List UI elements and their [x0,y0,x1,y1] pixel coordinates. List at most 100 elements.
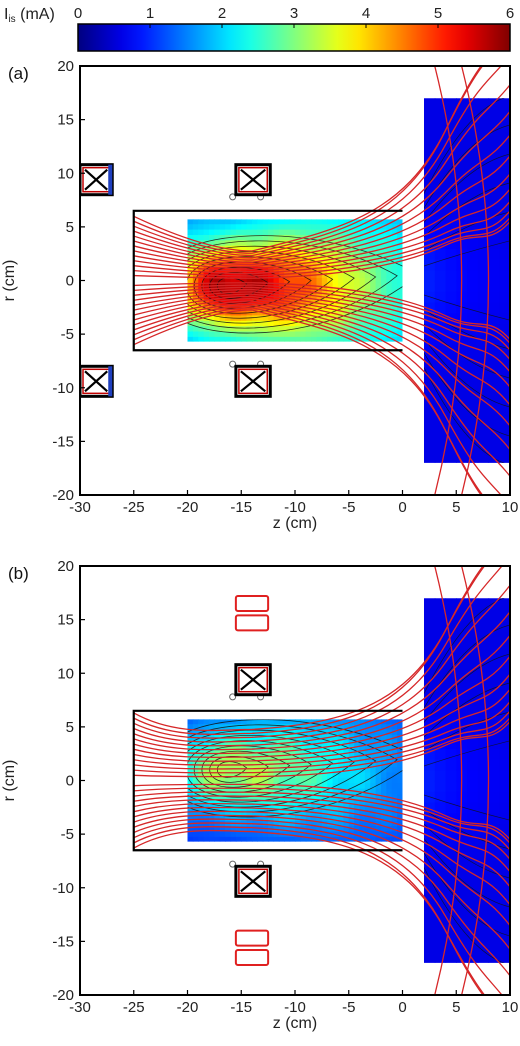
heatmap-cell [252,755,258,762]
heatmap-cell [499,694,510,707]
heatmap-cell [278,793,285,800]
heatmap-cell [187,266,194,273]
heatmap-cell [338,734,344,741]
heatmap-cell [424,844,436,857]
heatmap-cell [488,398,500,410]
heatmap-cell [321,825,328,832]
panel-b: -30 -25 -20 -15 -10 -5 0 5 10 20151050-5-10-15-2… [1,558,518,1032]
heatmap-cell [338,271,344,278]
field-line [133,200,510,273]
heatmap-cell [359,830,366,837]
heatmap-cell [488,866,500,878]
heatmap-cell [467,419,479,432]
heatmap-cell [354,309,361,316]
heatmap-cell [225,761,232,768]
heatmap-cell [343,282,350,289]
heatmap-cell [354,750,361,757]
heatmap-cell [477,419,490,432]
x-tick-label: -25 [123,499,145,516]
y-tick-label: 0 [66,273,74,290]
heatmap-cell [424,855,436,867]
heatmap-cell [477,801,490,814]
heatmap-cell [332,825,339,832]
heatmap-cell [354,261,361,268]
heatmap-cell [434,183,447,196]
heatmap-cell [295,777,301,784]
heatmap-cell [424,608,436,621]
heatmap-cell [370,320,377,327]
heatmap-cell [445,898,457,910]
heatmap-cell [295,336,301,342]
heatmap-cell [397,330,403,337]
heatmap-cell [198,320,205,327]
heatmap-cell [332,809,339,816]
heatmap-cell [246,836,253,842]
heatmap-cell [397,298,403,305]
x-tick-label: -15 [230,999,252,1016]
heatmap-cell [300,809,307,816]
heatmap-cell [364,271,371,278]
heatmap-cell [386,836,393,842]
heatmap-cell [252,814,258,821]
heatmap-cell [214,325,221,332]
heatmap-cell [300,777,307,784]
heatmap-cell [214,234,221,241]
heatmap-cell [295,277,301,284]
x-ticks-b: -30 -25 -20 -15 -10 -5 0 5 10 [69,990,518,1016]
heatmap-cell [198,282,205,289]
heatmap-cell [397,234,403,241]
heatmap-cell [219,239,226,246]
field-line [133,720,510,778]
heatmap-cell [321,830,328,837]
heatmap-cell [316,771,323,778]
heatmap-cell [424,173,436,185]
heatmap-cell [257,830,264,837]
heatmap-cell [262,219,269,225]
heatmap-cell [467,748,479,760]
heatmap-cell [192,830,199,837]
heatmap-cell [187,825,194,832]
heatmap-cell [364,255,371,262]
heatmap-cell [499,108,510,121]
heatmap-cell [305,814,312,821]
heatmap-cell [257,234,264,241]
heatmap-cell [343,320,350,327]
heatmap-cell [230,777,237,784]
heatmap-cell [327,809,334,816]
heatmap-cell [273,298,280,305]
heatmap-cell [359,745,366,752]
heatmap-cell [488,280,500,292]
heatmap-cell [499,726,510,739]
heatmap-cell [343,266,350,273]
heatmap-cell [316,793,323,800]
heatmap-cell [273,825,280,832]
heatmap-cell [305,836,312,842]
heatmap-cell [230,836,237,842]
heatmap-cell [214,830,221,837]
heatmap-cell [477,98,490,110]
heatmap-cell [386,782,393,789]
heatmap-cell [397,314,403,321]
heatmap-cell [278,777,285,784]
heatmap-cell [214,729,221,735]
heatmap-cell [241,745,248,752]
heatmap-cell [488,98,500,110]
field-line [133,610,510,747]
heatmap-cell [230,723,237,730]
heatmap-cell [284,820,291,827]
heatmap-cell [386,255,393,262]
heatmap-cell [467,248,479,260]
heatmap-cell [338,219,344,225]
heatmap-cell [273,325,280,332]
heatmap-cell [295,729,301,735]
heatmap-cell [488,844,500,857]
heatmap-cell [219,745,226,752]
heatmap-cell [252,836,258,842]
heatmap-cell [391,288,398,294]
coil [80,163,114,197]
heatmap-cell [252,325,258,332]
heatmap-cell [311,239,318,246]
heatmap-cell [225,298,232,305]
heatmap-cell [375,223,382,230]
